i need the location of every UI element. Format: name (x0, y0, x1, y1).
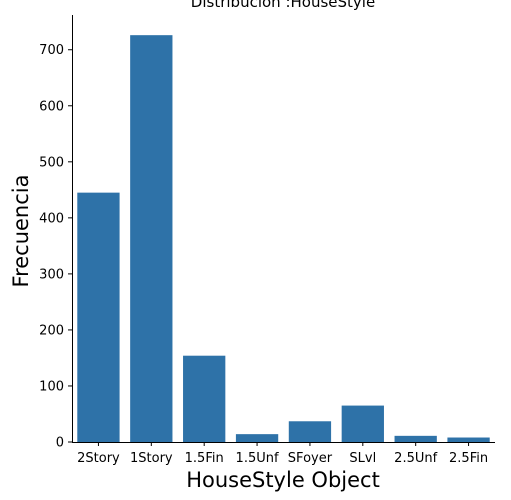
bar-2.5Fin (447, 438, 489, 442)
y-tick-label-200: 200 (39, 323, 64, 338)
bars (77, 35, 489, 442)
x-axis-title: HouseStyle Object (186, 468, 380, 492)
y-tick-label-700: 700 (39, 43, 64, 58)
bar-1.5Fin (183, 356, 225, 442)
x-tick-label-1.5Unf: 1.5Unf (236, 451, 279, 466)
bar-SLvl (342, 406, 384, 442)
x-tick-label-2.5Unf: 2.5Unf (394, 451, 437, 466)
bar-1.5Unf (236, 434, 278, 442)
bar-2Story (77, 193, 119, 442)
y-axis-title: Frecuencia (9, 175, 33, 288)
bar-SFoyer (289, 421, 331, 442)
bar-2.5Unf (395, 436, 437, 442)
x-axis-ticks: 2Story 1Story 1.5Fin 1.5Unf SFoyer SLvl 2.5Unf… (77, 442, 488, 466)
y-tick-label-0: 0 (56, 436, 64, 451)
y-tick-label-300: 300 (39, 267, 64, 282)
x-tick-label-1.5Fin: 1.5Fin (185, 451, 224, 466)
y-axis-ticks: 0 100 200 300 400 500 600 700 (39, 43, 72, 450)
x-tick-label-SFoyer: SFoyer (288, 451, 333, 466)
x-tick-label-SLvl: SLvl (349, 451, 376, 466)
y-tick-label-100: 100 (39, 379, 64, 394)
chart-title: Distribución :HouseStyle (191, 0, 375, 11)
y-tick-label-600: 600 (39, 99, 64, 114)
x-tick-label-2.5Fin: 2.5Fin (449, 451, 488, 466)
x-tick-label-1Story: 1Story (130, 451, 173, 466)
y-tick-label-400: 400 (39, 211, 64, 226)
x-tick-label-2Story: 2Story (77, 451, 120, 466)
bar-1Story (130, 35, 172, 442)
y-tick-label-500: 500 (39, 155, 64, 170)
